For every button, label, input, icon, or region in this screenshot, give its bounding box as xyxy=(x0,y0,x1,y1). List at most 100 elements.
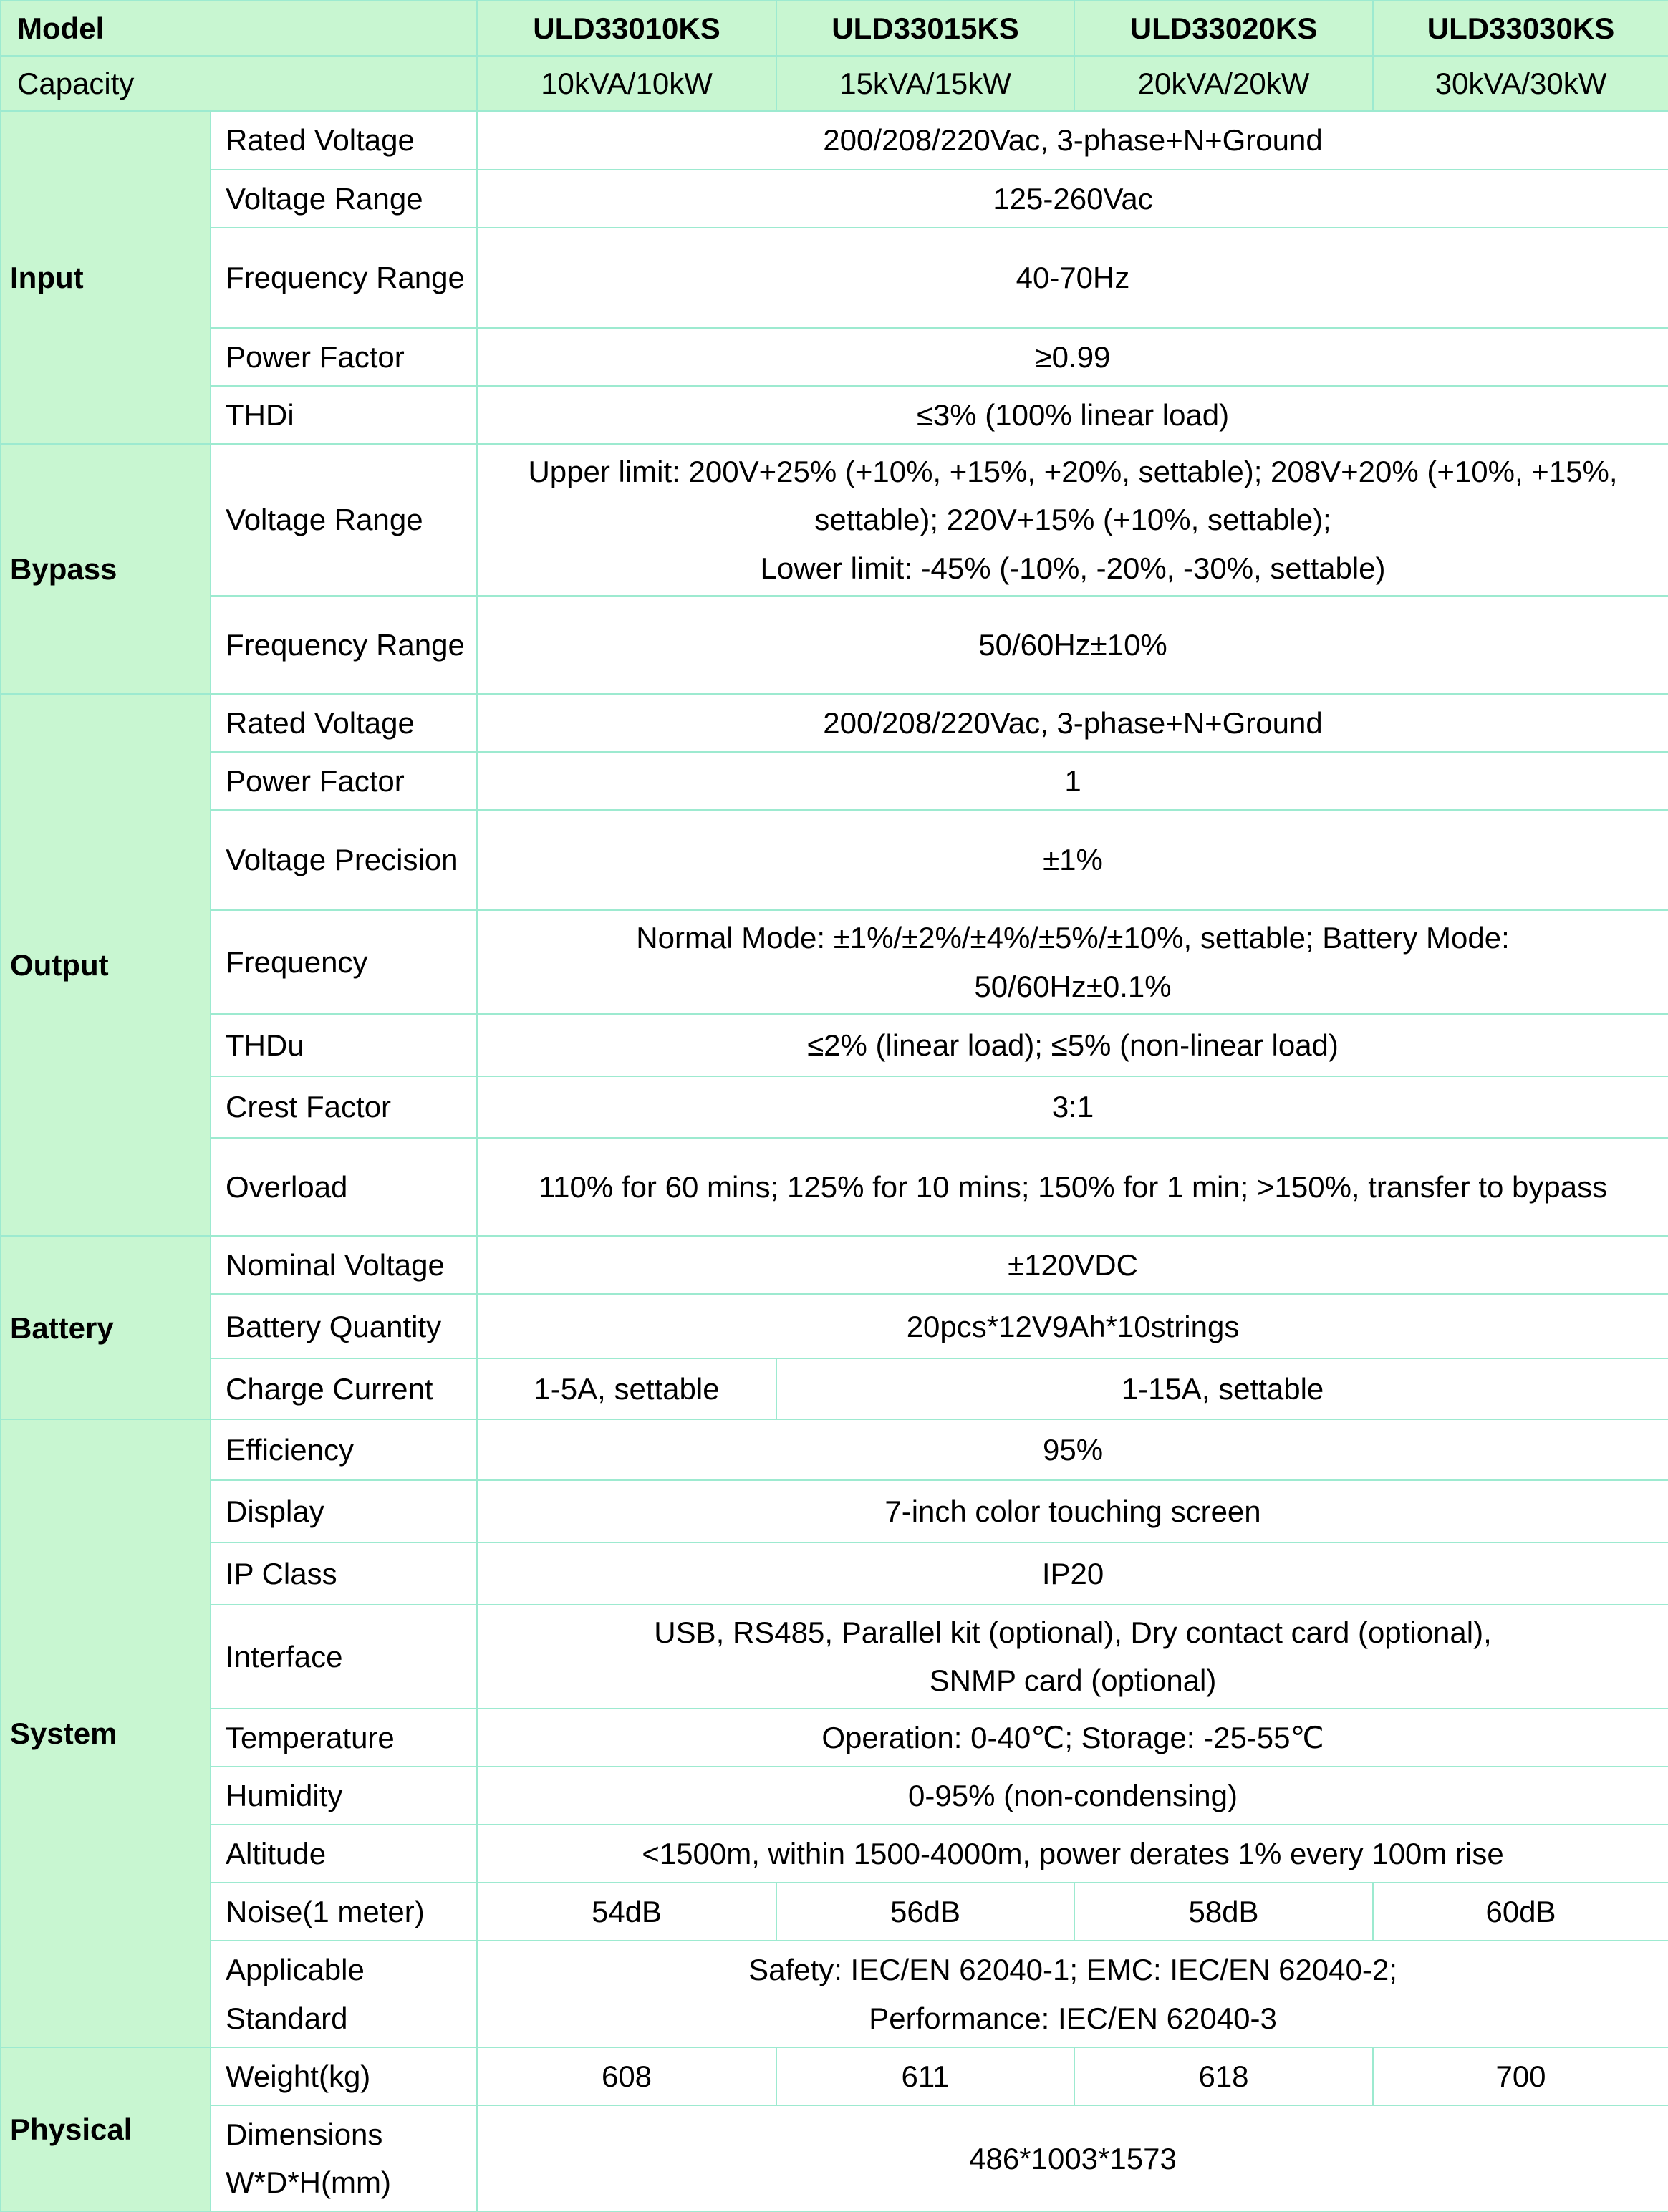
capacity-value-cell: 15kVA/15kW xyxy=(776,55,1076,112)
table-row: IP Class IP20 xyxy=(1,1542,1668,1606)
table-row: Display 7-inch color touching screen xyxy=(1,1479,1668,1544)
output-power-factor-label: Power Factor xyxy=(209,750,478,811)
system-interface-label: Interface xyxy=(209,1604,478,1709)
bypass-voltage-range-label: Voltage Range xyxy=(209,443,478,597)
table-row: Output Rated Voltage 200/208/220Vac, 3-p… xyxy=(0,692,1668,1237)
input-power-factor-label: Power Factor xyxy=(209,327,478,387)
output-rated-voltage-label: Rated Voltage xyxy=(209,692,478,753)
system-noise-value: 58dB xyxy=(1074,1882,1374,1942)
bypass-frequency-range-value: 50/60Hz±10% xyxy=(476,594,1668,695)
output-thdu-label: THDu xyxy=(209,1013,478,1078)
table-row: Noise(1 meter) 54dB 56dB 58dB 60dB xyxy=(1,1882,1668,1942)
output-rated-voltage-value: 200/208/220Vac, 3-phase+N+Ground xyxy=(476,692,1668,753)
physical-weight-value: 700 xyxy=(1372,2046,1668,2106)
capacity-value-cell: 20kVA/20kW xyxy=(1074,55,1374,112)
capacity-row: Capacity 10kVA/10kW 15kVA/15kW 20kVA/20k… xyxy=(0,55,1668,112)
output-thdu-value: ≤2% (linear load); ≤5% (non-linear load) xyxy=(476,1013,1668,1078)
output-voltage-precision-value: ±1% xyxy=(476,809,1668,912)
system-humidity-value: 0-95% (non-condensing) xyxy=(476,1765,1668,1826)
section-label-physical: Physical xyxy=(0,2046,211,2212)
table-row: Applicable Standard Safety: IEC/EN 62040… xyxy=(1,1940,1668,2048)
output-crest-factor-value: 3:1 xyxy=(476,1076,1668,1139)
battery-nominal-voltage-label: Nominal Voltage xyxy=(209,1235,478,1295)
input-thdi-value: ≤3% (100% linear load) xyxy=(476,385,1668,445)
table-row: Frequency Normal Mode: ±1%/±2%/±4%/±5%/±… xyxy=(1,909,1668,1015)
input-thdi-label: THDi xyxy=(209,385,478,445)
system-noise-value: 54dB xyxy=(476,1882,778,1942)
table-row: Physical Weight(kg) 608 611 618 700 xyxy=(0,2046,1668,2212)
table-row: Crest Factor 3:1 xyxy=(1,1076,1668,1139)
table-row: Overload 110% for 60 mins; 125% for 10 m… xyxy=(1,1137,1668,1237)
table-row: Voltage Range 125-260Vac xyxy=(1,168,1668,228)
physical-weight-label: Weight(kg) xyxy=(209,2046,478,2106)
output-power-factor-value: 1 xyxy=(476,750,1668,811)
table-row: Power Factor 1 xyxy=(1,750,1668,811)
table-row: Altitude <1500m, within 1500-4000m, powe… xyxy=(1,1823,1668,1884)
section-label-bypass: Bypass xyxy=(0,443,211,695)
system-applicable-standard-label: Applicable Standard xyxy=(209,1940,478,2048)
table-row: Humidity 0-95% (non-condensing) xyxy=(1,1765,1668,1826)
system-display-label: Display xyxy=(209,1479,478,1544)
battery-nominal-voltage-value: ±120VDC xyxy=(476,1235,1668,1295)
table-row: Dimensions W*D*H(mm) 486*1003*1573 xyxy=(1,2104,1668,2212)
battery-quantity-label: Battery Quantity xyxy=(209,1293,478,1360)
physical-dimensions-label: Dimensions W*D*H(mm) xyxy=(209,2104,478,2212)
output-overload-value: 110% for 60 mins; 125% for 10 mins; 150%… xyxy=(476,1137,1668,1237)
table-row: Temperature Operation: 0-40℃; Storage: -… xyxy=(1,1707,1668,1767)
table-row: Voltage Precision ±1% xyxy=(1,809,1668,912)
model-name-cell: ULD33010KS xyxy=(476,0,778,57)
physical-weight-value: 608 xyxy=(476,2046,778,2106)
section-label-system: System xyxy=(0,1419,211,2048)
table-row: Input Rated Voltage 200/208/220Vac, 3-ph… xyxy=(0,110,1668,445)
table-row: THDi ≤3% (100% linear load) xyxy=(1,385,1668,445)
capacity-label-cell: Capacity xyxy=(0,55,478,112)
capacity-value-cell: 30kVA/30kW xyxy=(1372,55,1668,112)
table-row: Battery Quantity 20pcs*12V9Ah*10strings xyxy=(1,1293,1668,1360)
battery-charge-current-value-model1: 1-5A, settable xyxy=(476,1358,778,1421)
table-row: Power Factor ≥0.99 xyxy=(1,327,1668,387)
input-frequency-range-label: Frequency Range xyxy=(209,226,478,329)
section-label-input: Input xyxy=(0,110,211,445)
input-rated-voltage-label: Rated Voltage xyxy=(209,110,478,170)
battery-charge-current-label: Charge Current xyxy=(209,1358,478,1421)
model-name-cell: ULD33030KS xyxy=(1372,0,1668,57)
output-crest-factor-label: Crest Factor xyxy=(209,1076,478,1139)
system-altitude-value: <1500m, within 1500-4000m, power derates… xyxy=(476,1823,1668,1884)
system-temperature-value: Operation: 0-40℃; Storage: -25-55℃ xyxy=(476,1707,1668,1767)
table-row: Frequency Range 50/60Hz±10% xyxy=(1,594,1668,695)
bypass-frequency-range-label: Frequency Range xyxy=(209,594,478,695)
system-noise-value: 60dB xyxy=(1372,1882,1668,1942)
output-voltage-precision-label: Voltage Precision xyxy=(209,809,478,912)
system-temperature-label: Temperature xyxy=(209,1707,478,1767)
system-noise-value: 56dB xyxy=(776,1882,1076,1942)
input-voltage-range-label: Voltage Range xyxy=(209,168,478,228)
system-ip-class-value: IP20 xyxy=(476,1542,1668,1606)
input-power-factor-value: ≥0.99 xyxy=(476,327,1668,387)
input-frequency-range-value: 40-70Hz xyxy=(476,226,1668,329)
system-efficiency-label: Efficiency xyxy=(209,1419,478,1482)
system-display-value: 7-inch color touching screen xyxy=(476,1479,1668,1544)
system-noise-label: Noise(1 meter) xyxy=(209,1882,478,1942)
model-name-cell: ULD33020KS xyxy=(1074,0,1374,57)
model-header-row: Model ULD33010KS ULD33015KS ULD33020KS U… xyxy=(0,0,1668,57)
battery-charge-current-value-models234: 1-15A, settable xyxy=(776,1358,1668,1421)
system-altitude-label: Altitude xyxy=(209,1823,478,1884)
section-label-output: Output xyxy=(0,692,211,1237)
table-row: THDu ≤2% (linear load); ≤5% (non-linear … xyxy=(1,1013,1668,1078)
model-header-cell: Model xyxy=(0,0,478,57)
physical-dimensions-value: 486*1003*1573 xyxy=(476,2104,1668,2212)
model-name-cell: ULD33015KS xyxy=(776,0,1076,57)
system-efficiency-value: 95% xyxy=(476,1419,1668,1482)
table-row: Frequency Range 40-70Hz xyxy=(1,226,1668,329)
system-applicable-standard-value: Safety: IEC/EN 62040-1; EMC: IEC/EN 6204… xyxy=(476,1940,1668,2048)
output-frequency-value: Normal Mode: ±1%/±2%/±4%/±5%/±10%, setta… xyxy=(476,909,1668,1015)
table-row: Bypass Voltage Range Upper limit: 200V+2… xyxy=(0,443,1668,695)
system-interface-value: USB, RS485, Parallel kit (optional), Dry… xyxy=(476,1604,1668,1709)
input-voltage-range-value: 125-260Vac xyxy=(476,168,1668,228)
table-row: Battery Nominal Voltage ±120VDC xyxy=(0,1235,1668,1421)
output-overload-label: Overload xyxy=(209,1137,478,1237)
bypass-voltage-range-value: Upper limit: 200V+25% (+10%, +15%, +20%,… xyxy=(476,443,1668,597)
table-row: Interface USB, RS485, Parallel kit (opti… xyxy=(1,1604,1668,1709)
physical-weight-value: 618 xyxy=(1074,2046,1374,2106)
